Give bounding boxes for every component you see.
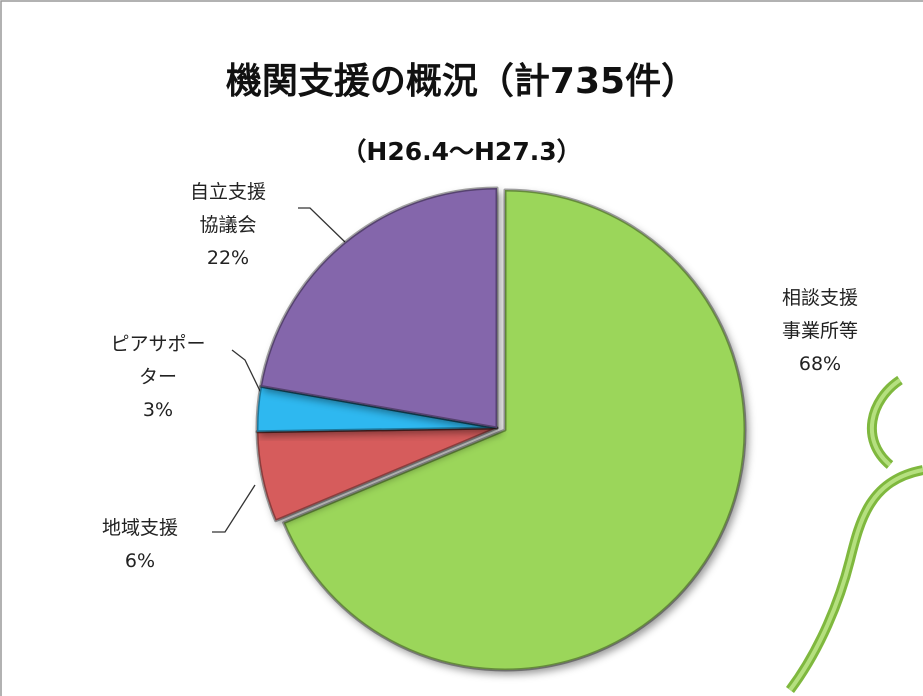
pie: [257, 188, 745, 670]
category-label: 地域支援: [102, 512, 178, 545]
chart-title: 機関支援の概況（計735件）: [0, 52, 923, 104]
pie-slice: [261, 188, 497, 428]
leader-line: [298, 208, 345, 242]
category-label: 相談支援 事業所等: [782, 282, 858, 348]
value-label: 22%: [190, 242, 266, 275]
leader-line: [232, 350, 262, 395]
leader-line: [212, 485, 255, 532]
value-label: 3%: [110, 394, 205, 427]
value-label: 68%: [782, 348, 858, 381]
category-label: 自立支援 協議会: [190, 176, 266, 242]
decoration: [790, 380, 923, 690]
category-label: ピアサポー ター: [110, 328, 205, 394]
chart: 機関支援の概況（計735件） （H26.4～H27.3） 相談支援 事業所等68…: [0, 0, 923, 696]
chart-subtitle: （H26.4～H27.3）: [0, 132, 923, 168]
value-label: 6%: [102, 545, 178, 578]
